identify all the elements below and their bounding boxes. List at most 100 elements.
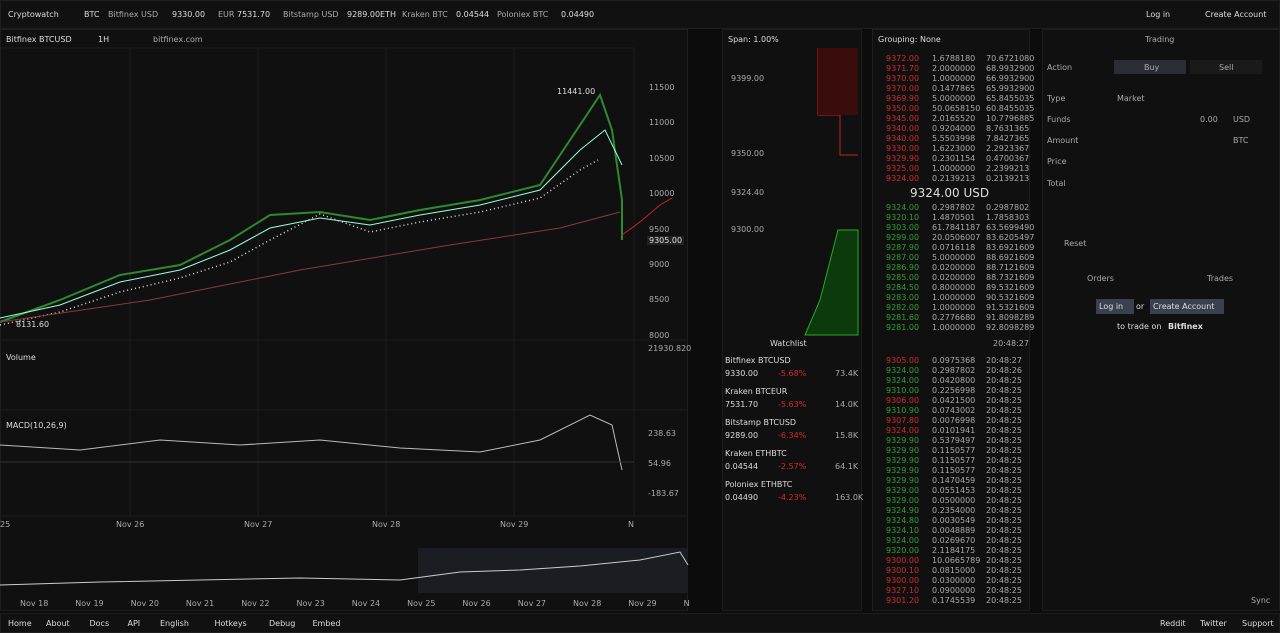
quote-name[interactable]: EUR [218, 10, 235, 19]
watch-volume[interactable]: 73.4K [835, 369, 859, 378]
quote-price[interactable]: 0.04544 [456, 10, 490, 19]
ask-total: 66.9932900 [986, 74, 1035, 83]
watch-volume[interactable]: 163.0K [835, 493, 864, 502]
trades-tab[interactable]: Trades [1207, 274, 1234, 283]
watch-price[interactable]: 7531.70 [725, 400, 759, 409]
bid-amount: 1.0000000 [932, 323, 976, 332]
brand[interactable]: Cryptowatch [8, 10, 59, 19]
eth-label[interactable]: ETH [380, 10, 396, 19]
trade-amount: 10.0665789 [932, 556, 981, 565]
grouping-select[interactable]: Grouping: None [878, 35, 941, 44]
footer-link[interactable]: Support [1242, 619, 1274, 628]
watch-market[interactable]: Bitstamp BTCUSD [725, 418, 797, 427]
type-select[interactable]: Market [1117, 94, 1145, 103]
quote-price[interactable]: 0.04490 [561, 10, 595, 19]
orders-tab[interactable]: Orders [1087, 274, 1114, 283]
bid-price: 9282.00 [886, 303, 920, 312]
bid-total: 88.6921609 [986, 253, 1035, 262]
market-select[interactable]: Bitfinex BTCUSD [6, 35, 72, 44]
mid-price: 9324.00 USD [910, 186, 990, 200]
amount-label: Amount [1047, 136, 1079, 145]
bid-amount: 0.0716118 [932, 243, 976, 252]
footer-link[interactable]: Embed [312, 619, 341, 628]
quote-price[interactable]: 9289.00 [347, 10, 381, 19]
funds-value: 0.00 [1200, 115, 1218, 124]
watch-change[interactable]: -2.57% [778, 462, 807, 471]
trade-price: 9301.20 [886, 596, 920, 605]
trade-time: 20:48:25 [986, 436, 1022, 445]
watch-market[interactable]: Kraken ETHBTC [725, 449, 787, 458]
watch-change[interactable]: -6.34% [778, 431, 807, 440]
watch-market[interactable]: Kraken BTCEUR [725, 387, 788, 396]
bid-total: 88.7321609 [986, 273, 1035, 282]
watch-volume[interactable]: 14.0K [835, 400, 859, 409]
watch-change[interactable]: -4.23% [778, 493, 807, 502]
quote-name[interactable]: Kraken BTC [402, 10, 448, 19]
footer-link[interactable]: Docs [89, 619, 110, 628]
overview-tick: Nov 22 [241, 599, 270, 608]
topbar [0, 0, 1280, 29]
footer-link[interactable]: Reddit [1160, 619, 1186, 628]
trade-time: 20:48:25 [986, 476, 1022, 485]
watch-price[interactable]: 9289.00 [725, 431, 759, 440]
overview-tick: N [683, 599, 690, 608]
trade-amount: 0.0500000 [932, 496, 976, 505]
trade-amount: 0.2354000 [932, 506, 976, 515]
bid-amount: 20.0506007 [932, 233, 981, 242]
bid-amount: 0.8000000 [932, 283, 976, 292]
create-account-button[interactable]: Create Account [1153, 302, 1215, 311]
watch-price[interactable]: 9330.00 [725, 369, 759, 378]
watch-change[interactable]: -5.63% [778, 400, 807, 409]
trade-amount: 0.0815000 [932, 566, 976, 575]
watch-price[interactable]: 0.04544 [725, 462, 759, 471]
buy-tab[interactable]: Buy [1144, 63, 1160, 72]
sell-tab[interactable]: Sell [1219, 63, 1234, 72]
action-label: Action [1047, 63, 1073, 72]
bid-amount: 0.0200000 [932, 273, 976, 282]
login-button[interactable]: Log in [1099, 302, 1124, 311]
watch-change[interactable]: -5.68% [778, 369, 807, 378]
quote-name[interactable]: Bitstamp USD [283, 10, 339, 19]
footer-link[interactable]: Debug [269, 619, 296, 628]
interval-select[interactable]: 1H [98, 35, 110, 44]
trade-amount: 0.5379497 [932, 436, 976, 445]
trade-price: 9324.90 [886, 506, 920, 515]
reset-button[interactable]: Reset [1064, 239, 1087, 248]
trade-price: 9300.00 [886, 576, 920, 585]
trading-panel [1042, 29, 1280, 611]
footer-link[interactable]: API [127, 619, 141, 628]
footer-link[interactable]: Twitter [1200, 619, 1227, 628]
trade-time: 20:48:25 [986, 446, 1022, 455]
trade-amount: 0.0048889 [932, 526, 976, 535]
footer-link[interactable]: About [46, 619, 70, 628]
watch-volume[interactable]: 15.8K [835, 431, 859, 440]
footer-link[interactable]: Home [8, 619, 32, 628]
create-account-link[interactable]: Create Account [1205, 10, 1267, 19]
overview-tick: Nov 28 [573, 599, 602, 608]
ask-amount: 0.9204000 [932, 124, 976, 133]
footer-link[interactable]: Hotkeys [214, 619, 247, 628]
watch-market[interactable]: Bitfinex BTCUSD [725, 356, 791, 365]
quote-name[interactable]: Poloniex BTC [497, 10, 549, 19]
trade-price: 9324.00 [886, 366, 920, 375]
price-tick: 9000 [649, 260, 670, 269]
exchange-link[interactable]: bitfinex.com [153, 35, 203, 44]
btc-label[interactable]: BTC [84, 10, 100, 19]
footer-link[interactable]: English [160, 619, 189, 628]
quote-name[interactable]: Bitfinex USD [108, 10, 159, 19]
ask-total: 10.7796885 [986, 114, 1035, 123]
ask-price: 9330.00 [886, 144, 920, 153]
bid-total: 90.5321609 [986, 293, 1035, 302]
watch-market[interactable]: Poloniex ETHBTC [725, 480, 793, 489]
bid-price: 9281.60 [886, 313, 920, 322]
watch-volume[interactable]: 64.1K [835, 462, 859, 471]
watch-price[interactable]: 0.04490 [725, 493, 759, 502]
login-link[interactable]: Log in [1146, 10, 1171, 19]
quote-price[interactable]: 7531.70 [237, 10, 271, 19]
overview-tick: Nov 26 [462, 599, 491, 608]
sync-button[interactable]: Sync [1251, 596, 1271, 605]
price-tick: 9500 [649, 224, 670, 234]
quote-price[interactable]: 9330.00 [172, 10, 206, 19]
trade-price: 9329.90 [886, 476, 920, 485]
